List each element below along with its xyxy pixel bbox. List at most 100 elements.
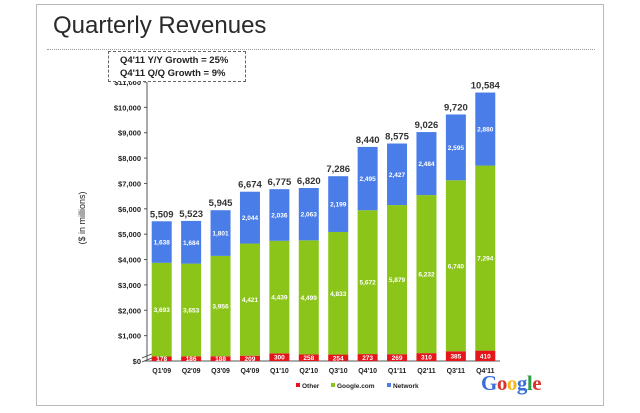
x-tick-label: Q2'11: [417, 368, 436, 375]
x-tick-label: Q4'11: [476, 368, 495, 375]
bar-segment-google-com: [387, 205, 408, 355]
bar-segment-network: [269, 189, 290, 241]
y-axis-title: ($ in millions): [77, 191, 87, 244]
bar-segment-network: [328, 176, 349, 232]
segment-label-google-com: 7,294: [477, 256, 494, 263]
segment-label-network: 2,044: [242, 215, 259, 222]
segment-label-other: 273: [362, 355, 373, 362]
segment-label-network: 2,595: [448, 145, 465, 152]
axis-break-mark: [141, 357, 153, 363]
bar-segment-google-com: [475, 165, 496, 351]
bar-segment-google-com: [269, 240, 290, 354]
bar-segment-google-com: [298, 240, 319, 355]
bar-segment-other: [269, 353, 290, 361]
bar-segment-network: [475, 92, 496, 166]
logo-letter: g: [516, 371, 528, 395]
segment-label-other: 310: [421, 355, 432, 362]
legend-swatch: [387, 383, 391, 387]
yy-growth-text: Q4'11 Y/Y Growth = 25%: [120, 55, 229, 66]
bar-segment-other: [298, 354, 319, 361]
bar-segment-other: [475, 350, 496, 361]
segment-label-google-com: 4,499: [301, 295, 318, 302]
axis-break-mark: [141, 353, 153, 359]
x-tick-label: Q1'11: [388, 368, 407, 375]
segment-label-network: 2,427: [389, 172, 406, 179]
segment-label-google-com: 4,421: [242, 297, 259, 304]
bar-segment-network: [181, 220, 202, 264]
x-tick-label: Q3'10: [329, 368, 348, 375]
y-tick-label: $9,000: [118, 129, 141, 138]
y-tick-label: $0: [133, 357, 141, 366]
google-logo: Google: [481, 371, 542, 396]
segment-label-network: 2,036: [271, 212, 288, 219]
x-tick-label: Q1'09: [152, 368, 171, 375]
segment-label-network: 2,063: [301, 212, 318, 219]
bar-segment-other: [416, 353, 437, 361]
logo-letter: G: [481, 371, 497, 395]
bar-segment-google-com: [239, 243, 260, 356]
bar-total-label: 7,286: [326, 164, 350, 175]
bar-segment-network: [210, 210, 231, 256]
segment-label-other: 254: [333, 355, 344, 362]
bar-total-label: 10,584: [471, 81, 501, 92]
bar-segment-other: [181, 356, 202, 361]
segment-label-network: 2,880: [477, 127, 494, 134]
y-tick-label: $5,000: [118, 230, 141, 239]
bar-total-label: 5,945: [209, 198, 233, 209]
bar-segment-other: [445, 351, 466, 361]
segment-label-other: 186: [186, 356, 197, 363]
x-tick-label: Q3'09: [211, 368, 230, 375]
bar-segment-google-com: [151, 262, 172, 357]
segment-label-other: 258: [303, 355, 314, 362]
x-tick-label: Q3'11: [447, 368, 466, 375]
bar-total-label: 9,720: [444, 102, 468, 113]
segment-label-google-com: 6,232: [418, 272, 435, 279]
segment-label-network: 1,638: [154, 240, 171, 247]
title-divider: [47, 49, 595, 50]
bar-segment-google-com: [357, 210, 378, 355]
logo-letter: l: [526, 371, 533, 395]
bar-segment-other: [239, 355, 260, 361]
bar-segment-other: [151, 356, 172, 361]
segment-label-other: 300: [274, 355, 285, 362]
segment-label-network: 1,684: [183, 240, 200, 247]
bar-total-label: 5,509: [150, 209, 174, 220]
bar-total-label: 6,775: [267, 177, 291, 188]
x-tick-label: Q4'09: [241, 368, 260, 375]
bar-segment-network: [387, 143, 408, 206]
growth-callout-box: Q4'11 Y/Y Growth = 25% Q4'11 Q/Q Growth …: [108, 51, 246, 82]
bar-segment-network: [298, 188, 319, 241]
bar-total-label: 5,523: [179, 209, 203, 220]
bar-segment-network: [445, 114, 466, 181]
y-tick-label: $11,000: [114, 78, 141, 87]
bar-segment-network: [416, 132, 437, 196]
y-tick-label: $6,000: [118, 205, 141, 214]
bar-segment-other: [387, 354, 408, 361]
segment-label-other: 188: [215, 356, 226, 363]
segment-label-google-com: 5,879: [389, 277, 406, 284]
bar-segment-network: [151, 221, 172, 263]
bar-segment-google-com: [210, 255, 231, 357]
y-tick-label: $4,000: [118, 256, 141, 265]
logo-letter: o: [506, 371, 518, 395]
segment-label-other: 209: [245, 356, 256, 363]
segment-label-google-com: 4,833: [330, 291, 347, 298]
slide-title: Quarterly Revenues: [53, 12, 267, 39]
x-tick-label: Q1'10: [270, 368, 289, 375]
y-tick-label: $8,000: [118, 154, 141, 163]
segment-label-other: 385: [450, 354, 461, 361]
qq-growth-text: Q4'11 Q/Q Growth = 9%: [120, 68, 226, 79]
bar-segment-other: [210, 356, 231, 361]
bar-segment-other: [328, 354, 349, 361]
segment-label-google-com: 4,439: [271, 295, 288, 302]
bar-total-label: 8,575: [385, 132, 409, 143]
segment-label-network: 2,484: [418, 161, 435, 168]
segment-label-network: 2,495: [359, 176, 376, 183]
legend-label: Network: [393, 383, 419, 390]
bar-total-label: 9,026: [415, 120, 439, 131]
x-tick-label: Q2'09: [182, 368, 201, 375]
bar-segment-network: [357, 146, 378, 211]
y-tick-label: $1,000: [118, 332, 141, 341]
bar-segment-other: [357, 354, 378, 361]
